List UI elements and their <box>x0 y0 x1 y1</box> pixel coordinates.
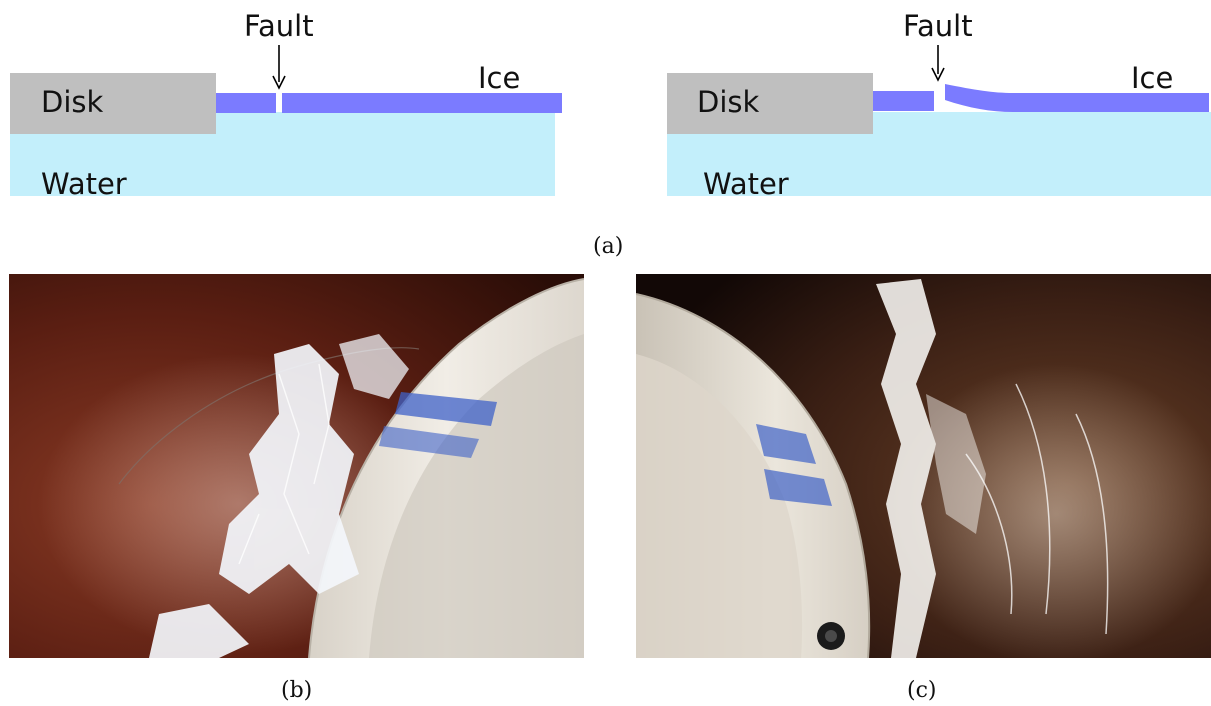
fault-label: Fault <box>244 12 314 41</box>
photo-c <box>636 274 1211 658</box>
fault-label: Fault <box>903 12 973 41</box>
water-label: Water <box>41 170 127 199</box>
diagram-left: Fault Ice Disk Water <box>0 0 580 215</box>
ice-sheet-left-piece <box>216 93 276 113</box>
ice-label: Ice <box>1131 64 1173 93</box>
photo-c-image <box>636 274 1211 658</box>
ice-label: Ice <box>478 64 520 93</box>
diagram-right: Fault Ice Disk Water <box>657 0 1211 215</box>
caption-c: (c) <box>907 680 937 702</box>
photo-b-image <box>9 274 584 658</box>
water-label: Water <box>703 170 789 199</box>
caption-b: (b) <box>281 680 312 702</box>
disk-label: Disk <box>41 88 103 117</box>
ice-sheet-left-piece <box>873 91 934 111</box>
disk-label: Disk <box>697 88 759 117</box>
caption-a: (a) <box>593 236 623 258</box>
ice-sheet-right-piece <box>282 93 562 113</box>
photo-b <box>9 274 584 658</box>
